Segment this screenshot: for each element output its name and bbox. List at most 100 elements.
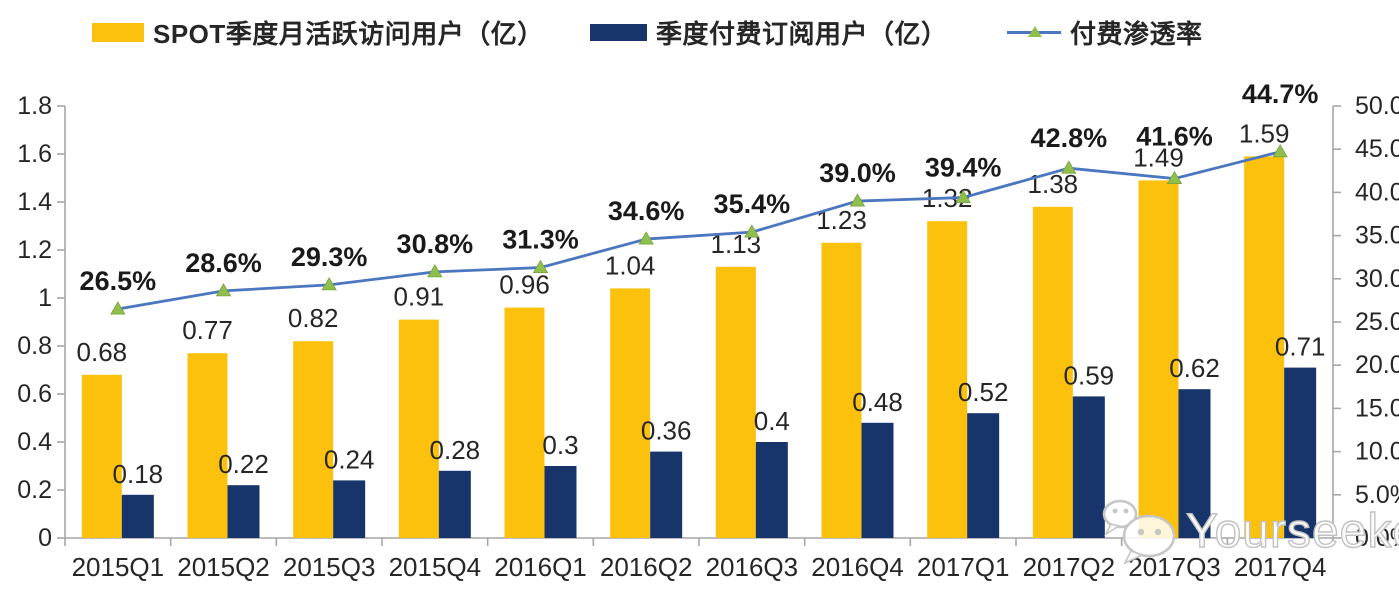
triangle-marker-icon: [1166, 170, 1183, 184]
bar-mau: [187, 353, 228, 538]
bar-mau: [715, 266, 756, 538]
bar-mau: [821, 242, 862, 539]
triangle-marker-icon: [744, 224, 760, 238]
triangle-marker-icon: [215, 283, 232, 297]
triangle-marker-icon: [1028, 26, 1042, 37]
right-axis-label: 5.0%: [1355, 481, 1399, 509]
legend-swatch-penetration-line: [1007, 24, 1061, 40]
penetration-label: 44.7%: [1242, 79, 1319, 109]
bar-mau: [1138, 180, 1179, 538]
x-axis-label: 2017Q4: [1234, 552, 1327, 582]
legend-item-subs: 季度付费订阅用户（亿）: [590, 18, 948, 49]
legend-label-penetration: 付费渗透率: [1070, 18, 1203, 49]
x-axis-label: 2016Q2: [600, 552, 693, 582]
bar-subs: [1284, 367, 1317, 538]
legend-item-penetration: 付费渗透率: [1007, 18, 1203, 49]
bar-subs: [1072, 396, 1105, 538]
right-axis-label: 0.0%: [1355, 524, 1399, 552]
bar-mau: [1244, 156, 1285, 538]
bar-mau: [398, 319, 439, 538]
penetration-label: 31.3%: [502, 225, 579, 255]
x-axis-label: 2016Q1: [494, 552, 587, 582]
triangle-marker-icon: [321, 277, 337, 291]
bar-label-subs: 0.24: [324, 444, 375, 474]
penetration-label: 39.4%: [925, 153, 1002, 183]
bar-label-mau: 1.49: [1133, 142, 1184, 172]
left-axis-label: 1: [38, 284, 52, 312]
x-axis-label: 2016Q4: [811, 552, 904, 582]
bar-label-subs: 0.62: [1169, 353, 1220, 383]
bar-mau: [610, 288, 651, 538]
bar-label-mau: 0.68: [77, 337, 128, 367]
legend-swatch-subs-bar: [590, 23, 647, 41]
bar-label-mau: 1.04: [605, 250, 656, 280]
bar-label-subs: 0.3: [542, 430, 578, 460]
x-axis-label: 2015Q4: [389, 552, 482, 582]
right-axis-label: 45.0%: [1355, 135, 1399, 163]
bar-subs: [121, 494, 154, 538]
bar-label-mau: 0.82: [288, 303, 339, 333]
x-axis-label: 2016Q3: [706, 552, 799, 582]
x-axis-label: 2017Q2: [1023, 552, 1116, 582]
penetration-label: 29.3%: [291, 242, 368, 272]
triangle-marker-icon: [110, 301, 126, 315]
penetration-label: 26.5%: [80, 266, 157, 296]
triangle-marker-icon: [638, 231, 654, 245]
legend-item-mau: SPOT季度月活跃访问用户（亿）: [92, 18, 544, 49]
wechat-icon: [1102, 499, 1176, 565]
right-axis-label: 25.0%: [1355, 308, 1399, 336]
x-axis-label: 2017Q3: [1128, 552, 1221, 582]
bar-label-subs: 0.18: [113, 459, 164, 489]
bar-subs: [967, 413, 1000, 538]
left-axis-label: 0.8: [17, 332, 52, 360]
bar-subs: [544, 466, 577, 538]
bar-label-mau: 1.23: [816, 205, 867, 235]
penetration-label: 39.0%: [819, 158, 896, 188]
bar-label-subs: 0.22: [218, 449, 269, 479]
watermark: Yourseeker: [1100, 494, 1399, 568]
penetration-label: 34.6%: [608, 196, 685, 226]
left-axis-label: 0.4: [17, 428, 52, 456]
bar-mau: [1032, 206, 1073, 539]
x-axis-label: 2015Q2: [177, 552, 270, 582]
bar-label-subs: 0.36: [641, 416, 692, 446]
bar-label-subs: 0.71: [1275, 332, 1326, 362]
legend-swatch-mau-bar: [92, 22, 144, 42]
right-axis-label: 15.0%: [1355, 394, 1399, 422]
penetration-label: 30.8%: [397, 229, 474, 259]
x-axis-label: 2017Q1: [917, 552, 1010, 582]
bar-label-subs: 0.52: [958, 377, 1009, 407]
bar-label-subs: 0.4: [754, 406, 790, 436]
bar-subs: [755, 442, 788, 538]
bar-mau: [927, 221, 968, 538]
penetration-label: 35.4%: [714, 189, 791, 219]
left-axis-label: 0: [38, 524, 52, 552]
watermark-text: Yourseeker: [1185, 504, 1399, 558]
bar-subs: [438, 470, 471, 538]
left-axis-label: 0.2: [17, 476, 52, 504]
triangle-marker-icon: [849, 193, 866, 207]
left-axis-label: 1.4: [17, 188, 52, 216]
bar-mau: [81, 374, 122, 538]
triangle-marker-icon: [1061, 160, 1077, 174]
right-axis-label: 10.0%: [1355, 438, 1399, 466]
right-axis-label: 20.0%: [1355, 351, 1399, 379]
bar-label-subs: 0.28: [430, 435, 481, 465]
right-axis-label: 40.0%: [1355, 178, 1399, 206]
left-axis-label: 0.6: [17, 380, 52, 408]
bar-label-mau: 1.59: [1239, 118, 1290, 148]
bar-subs: [333, 480, 366, 538]
bar-mau: [504, 307, 545, 538]
left-axis-label: 1.2: [17, 236, 52, 264]
bar-subs: [1178, 389, 1211, 538]
legend-label-mau: SPOT季度月活跃访问用户（亿）: [153, 18, 544, 49]
penetration-label: 42.8%: [1031, 123, 1108, 153]
penetration-label: 28.6%: [185, 248, 262, 278]
x-axis-label: 2015Q1: [72, 552, 165, 582]
right-axis-label: 35.0%: [1355, 222, 1399, 250]
penetration-line: [117, 150, 1281, 311]
bar-label-mau: 0.91: [394, 282, 445, 312]
bar-label-subs: 0.59: [1064, 360, 1115, 390]
